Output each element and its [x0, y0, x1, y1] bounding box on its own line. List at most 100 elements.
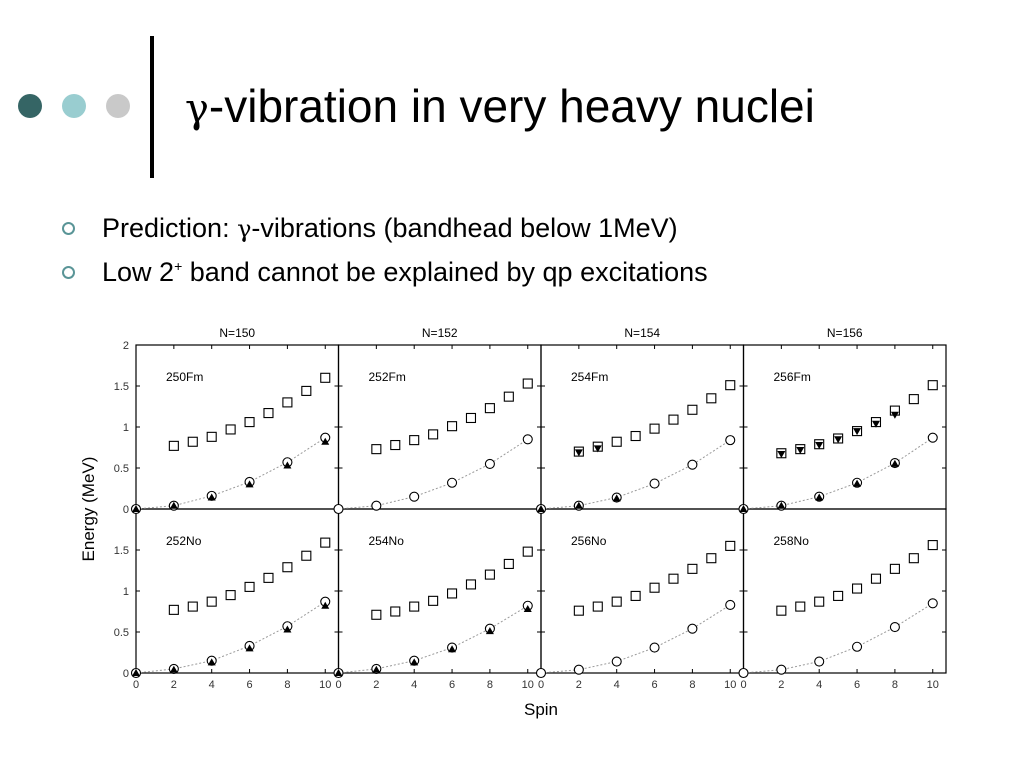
gamma-band-point — [282, 562, 293, 573]
ground-band-point — [814, 656, 825, 667]
gamma-band-point — [630, 590, 641, 601]
nucleus-label: 256No — [571, 534, 607, 548]
gamma-band-point — [206, 431, 217, 442]
ground-band-point — [889, 622, 900, 633]
gamma-band-point — [465, 412, 477, 424]
ground-band-point — [852, 641, 863, 652]
gamma-band-point — [687, 563, 698, 574]
gamma-band-point — [725, 540, 736, 551]
y-tick-label: 1.5 — [114, 545, 129, 557]
gamma-band-point — [206, 596, 217, 607]
gamma-band-point — [320, 537, 331, 548]
gamma-band-calc-point — [815, 442, 824, 450]
ground-band-point — [573, 664, 584, 675]
bullet-ring-icon — [62, 266, 75, 279]
bullet-list: Prediction: γ-vibrations (bandhead below… — [62, 206, 708, 294]
gamma-band-calc-point — [890, 411, 899, 419]
gamma-band-point — [447, 421, 458, 432]
ground-band-point — [649, 642, 660, 653]
gamma-band-point — [390, 606, 401, 617]
ground-band-calc-point — [283, 625, 292, 633]
gamma-band-point — [649, 582, 660, 593]
ground-band-calc-point — [372, 665, 381, 673]
x-tick-label: 0 — [538, 679, 544, 691]
x-tick-label: 10 — [522, 679, 534, 691]
gamma-band-point — [611, 436, 622, 447]
ground-band-calc-point — [777, 501, 786, 509]
x-tick-label: 0 — [740, 679, 746, 691]
gamma-band-point — [668, 414, 679, 425]
gamma-band-point — [263, 572, 274, 583]
title-text: -vibration in very heavy nuclei — [208, 80, 815, 132]
nucleus-label: 252No — [166, 534, 202, 548]
bullet-superscript: + — [174, 258, 183, 274]
ground-band-point — [649, 478, 660, 489]
ground-band-calc-point — [245, 480, 254, 488]
ground-band-calc-point — [448, 645, 457, 653]
x-tick-label: 0 — [335, 679, 341, 691]
ground-band-calc-point — [815, 493, 824, 501]
gamma-band-point — [522, 378, 533, 389]
gamma-band-point — [814, 596, 825, 607]
ground-band-calc-point — [207, 658, 216, 666]
gamma-band-point — [908, 394, 919, 405]
ground-band-point — [927, 598, 938, 609]
gamma-band-point — [725, 380, 736, 391]
ground-band-point — [611, 656, 622, 667]
x-tick-label: 10 — [724, 679, 736, 691]
nucleus-label: 254No — [369, 534, 405, 548]
ground-band-trend-line — [743, 602, 934, 674]
gamma-band-point — [484, 569, 495, 580]
ground-band-calc-point — [537, 505, 545, 512]
ground-band-calc-point — [321, 437, 330, 445]
slide-decoration-dots — [18, 94, 133, 120]
ground-band-point — [522, 434, 533, 445]
ground-band-point — [738, 667, 749, 679]
column-header: N=152 — [422, 326, 458, 340]
ground-band-calc-point — [485, 627, 494, 635]
gamma-band-calc-point — [853, 428, 862, 436]
nucleus-label: 250Fm — [166, 370, 203, 384]
gamma-band-point — [409, 435, 420, 446]
bullet-text: Low 2 — [102, 257, 175, 287]
bullet-text: band cannot be explained by qp excitatio… — [182, 257, 708, 287]
nucleus-label: 258No — [774, 534, 810, 548]
bullet-ring-icon — [62, 222, 75, 235]
gamma-band-point — [409, 601, 420, 612]
ground-band-calc-point — [334, 669, 343, 676]
gamma-band-point — [630, 430, 641, 442]
gamma-band-point — [484, 403, 495, 414]
title-divider — [150, 36, 154, 178]
x-tick-label: 0 — [133, 679, 139, 691]
ground-band-point — [535, 667, 547, 679]
gamma-band-point — [168, 440, 179, 451]
y-tick-label: 0.5 — [114, 627, 129, 639]
ground-band-point — [409, 491, 420, 502]
ground-band-point — [725, 435, 736, 446]
gamma-band-point — [225, 424, 236, 435]
ground-band-calc-point — [612, 494, 621, 502]
gamma-band-calc-point — [574, 449, 583, 457]
ground-band-calc-point — [132, 505, 140, 512]
ground-band-trend-line — [338, 438, 529, 510]
gamma-band-point — [503, 558, 514, 569]
gamma-band-calc-point — [593, 445, 602, 453]
nucleus-label: 252Fm — [369, 370, 406, 384]
gamma-band-point — [465, 579, 477, 590]
ground-band-point — [333, 503, 344, 515]
gamma-band-point — [371, 444, 382, 455]
ground-band-point — [725, 599, 736, 610]
light-teal-dot — [62, 94, 86, 118]
bullet-gamma-symbol: γ — [237, 215, 252, 243]
gamma-band-point — [244, 417, 255, 428]
ground-band-trend-line — [540, 439, 731, 510]
gamma-band-point — [649, 423, 660, 434]
x-tick-label: 2 — [576, 679, 582, 691]
title-gamma-symbol: γ — [185, 86, 209, 132]
ground-band-calc-point — [410, 658, 419, 666]
ground-band-trend-line — [135, 601, 326, 674]
slide-title: γ-vibration in very heavy nuclei — [185, 76, 815, 139]
gamma-band-point — [428, 595, 439, 606]
gamma-band-point — [447, 588, 458, 599]
gamma-band-point — [263, 408, 274, 419]
